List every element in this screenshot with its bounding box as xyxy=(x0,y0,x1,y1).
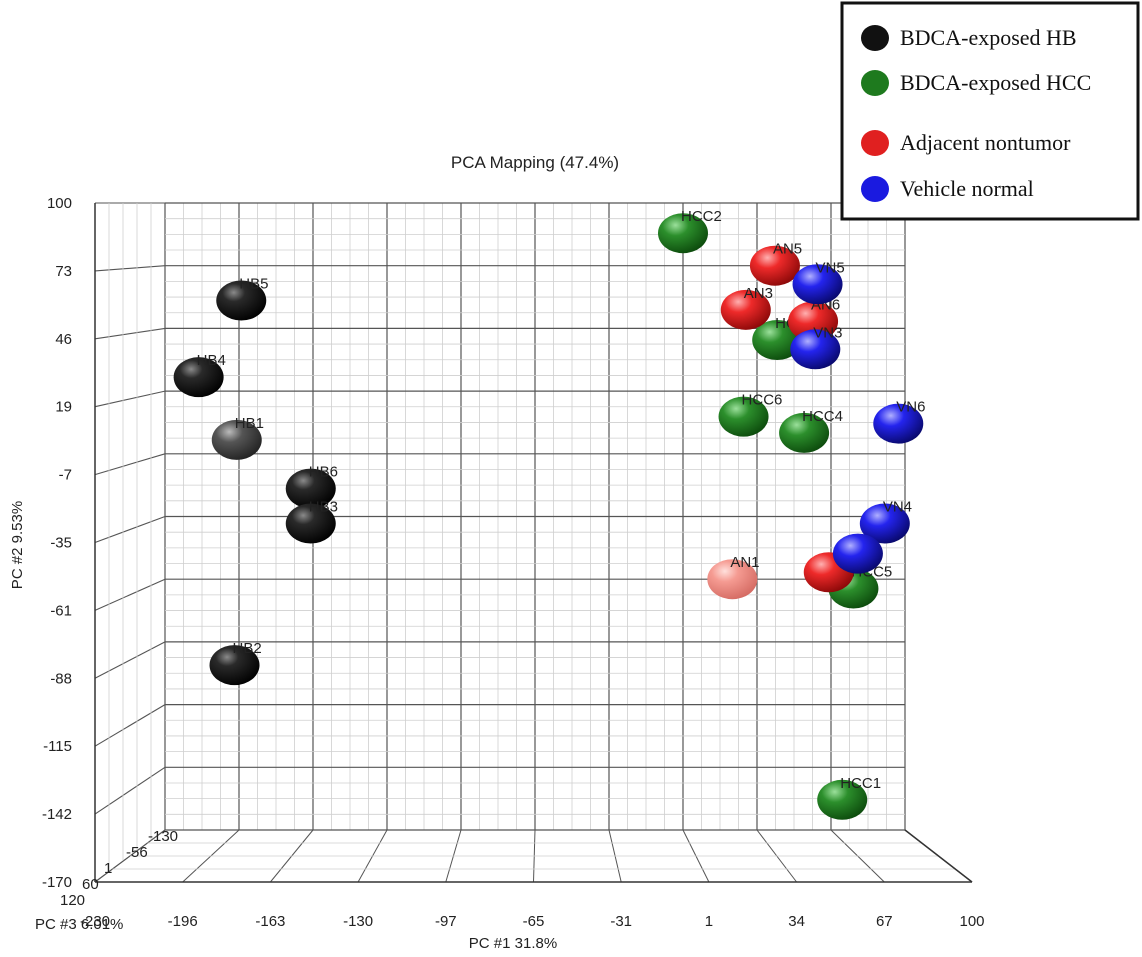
y-tick-label: 73 xyxy=(55,263,72,280)
left-wall-line xyxy=(94,766,166,815)
point-label: AN3 xyxy=(744,285,773,302)
z-tick-label: 1 xyxy=(104,860,112,877)
data-point-VN3 xyxy=(790,329,841,370)
y-tick-label: 19 xyxy=(55,399,72,416)
data-point-VN4 xyxy=(859,503,910,544)
data-point-VN6 xyxy=(873,403,924,444)
y-tick-label: 46 xyxy=(55,331,72,348)
points-layer: HB5HB4HB1HB6HB3HB2HCC2HCC3HCC6HCC4HCC5HC… xyxy=(173,208,925,820)
y-tick-label: 100 xyxy=(47,195,72,212)
legend-label: Adjacent nontumor xyxy=(900,130,1071,155)
legend-label: BDCA-exposed HCC xyxy=(900,70,1091,95)
x-tick-label: -97 xyxy=(435,913,457,930)
point-label: HB6 xyxy=(309,464,338,481)
x-tick-label: -130 xyxy=(343,913,373,930)
left-wall-line xyxy=(94,578,166,611)
x-tick-label: -31 xyxy=(610,913,632,930)
data-point-AN5 xyxy=(749,245,800,286)
x-tick-label: -65 xyxy=(523,913,545,930)
y-tick-label: -61 xyxy=(50,602,72,619)
data-point-HB4 xyxy=(173,357,224,398)
left-wall-line xyxy=(94,515,166,544)
data-point-HCC6 xyxy=(718,396,769,437)
data-point-HB1 xyxy=(211,419,262,460)
point-label: HB4 xyxy=(197,352,226,369)
point-label: HB3 xyxy=(309,498,338,515)
point-label: HB1 xyxy=(235,415,264,432)
data-point-vehicle-normal xyxy=(832,533,883,574)
left-wall-line xyxy=(94,704,166,747)
left-wall-line xyxy=(94,265,166,272)
data-point-HCC2 xyxy=(658,213,708,254)
point-label: HCC2 xyxy=(681,208,722,225)
data-point-HB5 xyxy=(216,280,267,321)
y-tick-label: -35 xyxy=(50,535,72,552)
x-tick-label: 67 xyxy=(876,913,893,930)
x-tick-label: 100 xyxy=(959,913,984,930)
z-tick-label: 120 xyxy=(60,892,85,909)
floor-right-edge xyxy=(904,829,973,883)
axis-layer: 100 73 46 19 -7 -35 -61 -88 -115 -142 -170 -230 -196… xyxy=(42,195,985,930)
legend-label: BDCA-exposed HB xyxy=(900,25,1077,50)
data-point-AN3 xyxy=(720,289,771,330)
data-point-HCC4 xyxy=(779,412,830,453)
point-label: VN6 xyxy=(896,399,925,416)
x-tick-label: -163 xyxy=(255,913,285,930)
data-point-AN1 xyxy=(707,559,758,600)
point-label: VN5 xyxy=(816,259,845,276)
x-tick-label: -196 xyxy=(168,913,198,930)
point-label: HCC4 xyxy=(802,408,843,425)
z-tick-label: -56 xyxy=(126,844,148,861)
z-tick-label: -130 xyxy=(148,828,178,845)
point-label: HCC6 xyxy=(742,392,783,409)
data-point-HB3 xyxy=(285,503,336,544)
y-tick-label: -170 xyxy=(42,874,72,891)
chart-title: PCA Mapping (47.4%) xyxy=(451,153,619,172)
left-wall-line xyxy=(94,641,166,679)
z-tick-label: 60 xyxy=(82,876,99,893)
point-label: VN4 xyxy=(883,498,912,515)
legend-box xyxy=(840,1,1140,221)
x-tick-label: 1 xyxy=(705,913,713,930)
data-point-HCC1 xyxy=(817,779,868,820)
left-wall-line xyxy=(94,390,166,408)
data-point-HB2 xyxy=(209,645,260,686)
legend-marker xyxy=(861,130,889,156)
x-axis-label: PC #1 31.8% xyxy=(469,935,557,952)
legend-marker xyxy=(861,176,889,202)
x-tick-label: -230 xyxy=(80,913,110,930)
y-axis-label: PC #2 9.53% xyxy=(9,501,26,589)
data-point-HCC3 xyxy=(752,320,803,361)
point-label: VN3 xyxy=(813,324,842,341)
y-tick-label: -142 xyxy=(42,806,72,823)
y-tick-label: -7 xyxy=(59,467,72,484)
y-tick-label: -88 xyxy=(50,670,72,687)
point-label: HB5 xyxy=(239,276,268,293)
legend-marker xyxy=(861,70,889,96)
y-tick-label: -115 xyxy=(43,738,72,755)
z-axis-label: PC #3 6.01% xyxy=(35,916,123,933)
point-label: AN1 xyxy=(730,554,759,571)
point-label: HB2 xyxy=(233,640,262,657)
left-wall-line xyxy=(94,453,166,476)
data-point-VN5 xyxy=(792,264,843,305)
data-point-HB6 xyxy=(285,468,336,509)
x-tick-label: 34 xyxy=(788,913,805,930)
legend-marker xyxy=(861,25,889,51)
point-label: HCC1 xyxy=(840,775,881,792)
legend-label: Vehicle normal xyxy=(900,176,1034,201)
point-label: AN5 xyxy=(773,241,802,258)
left-wall-line xyxy=(94,327,166,340)
legend: BDCA-exposed HB BDCA-exposed HCC Adjacent … xyxy=(840,1,1140,221)
